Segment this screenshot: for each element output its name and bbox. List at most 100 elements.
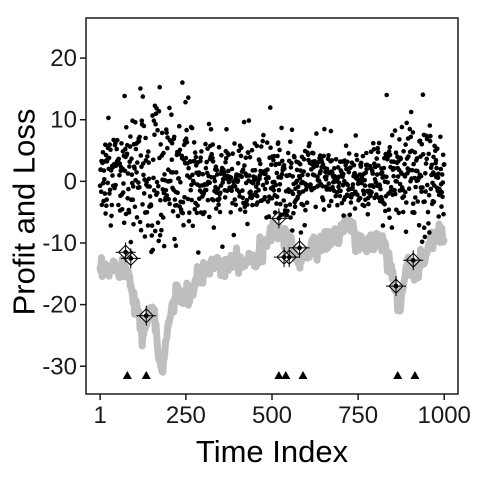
exceedance-point xyxy=(289,237,310,258)
pnl-point xyxy=(292,154,297,160)
pnl-point xyxy=(156,183,161,189)
pnl-point xyxy=(212,178,218,184)
pnl-point xyxy=(142,234,148,239)
pnl-point xyxy=(281,198,287,203)
pnl-point xyxy=(242,163,247,168)
pnl-point xyxy=(105,180,110,186)
pnl-point xyxy=(268,145,273,150)
pnl-point xyxy=(414,156,420,161)
pnl-point xyxy=(423,171,428,176)
pnl-point xyxy=(217,196,222,201)
pnl-point xyxy=(117,161,123,166)
pnl-point xyxy=(244,202,250,207)
pnl-point xyxy=(171,134,177,140)
pnl-point xyxy=(440,194,445,200)
pnl-point xyxy=(441,211,446,217)
pnl-point xyxy=(354,157,360,163)
pnl-point xyxy=(375,145,381,151)
pnl-point xyxy=(393,191,398,197)
exceedance-triangles xyxy=(122,371,420,380)
exceedance-point xyxy=(403,250,424,271)
pnl-point xyxy=(393,150,399,155)
pnl-point xyxy=(421,225,427,230)
pnl-point xyxy=(158,142,163,147)
pnl-point xyxy=(275,153,280,159)
pnl-point xyxy=(326,181,332,186)
pnl-point xyxy=(368,193,373,199)
pnl-point xyxy=(170,170,176,175)
pnl-point xyxy=(127,164,132,169)
pnl-point xyxy=(138,86,143,91)
pnl-point xyxy=(126,186,131,192)
pnl-point xyxy=(206,121,212,127)
pnl-point xyxy=(290,174,296,179)
pnl-point xyxy=(273,182,279,188)
pnl-point xyxy=(169,112,174,117)
pnl-point xyxy=(288,165,294,170)
pnl-point xyxy=(426,151,432,157)
pnl-point xyxy=(120,190,126,195)
pnl-point xyxy=(266,214,272,219)
pnl-point xyxy=(289,127,295,133)
pnl-point xyxy=(109,213,114,219)
pnl-point xyxy=(401,149,406,154)
pnl-point xyxy=(384,174,389,180)
pnl-point xyxy=(431,154,436,160)
pnl-point xyxy=(407,126,413,132)
pnl-point xyxy=(285,208,290,214)
pnl-point xyxy=(108,147,113,152)
pnl-point xyxy=(358,160,364,166)
pnl-point xyxy=(133,146,139,152)
pnl-point xyxy=(425,209,431,215)
pnl-point xyxy=(207,214,212,220)
pnl-point xyxy=(335,202,340,208)
exceedance-point xyxy=(120,248,141,269)
pnl-point xyxy=(329,158,335,163)
pnl-point xyxy=(301,169,307,174)
pnl-point xyxy=(337,193,343,199)
pnl-point xyxy=(335,165,341,170)
pnl-point xyxy=(438,134,443,140)
pnl-point xyxy=(345,159,350,165)
pnl-point xyxy=(436,214,442,219)
pnl-point xyxy=(203,165,209,171)
pnl-point xyxy=(177,147,183,153)
pnl-point xyxy=(423,161,429,166)
exceedance-triangle xyxy=(410,371,420,380)
pnl-point xyxy=(134,215,140,220)
pnl-point xyxy=(211,197,216,203)
pnl-point xyxy=(362,177,368,183)
pnl-point xyxy=(248,189,253,194)
pnl-point xyxy=(218,190,223,196)
pnl-point xyxy=(125,171,131,176)
pnl-point xyxy=(403,189,408,195)
pnl-point xyxy=(274,201,279,206)
pnl-point xyxy=(252,167,258,173)
pnl-point xyxy=(376,163,381,168)
pnl-point xyxy=(392,128,398,133)
y-axis-title: Profit and Loss xyxy=(7,109,42,316)
pnl-point xyxy=(193,154,199,160)
pnl-point xyxy=(146,160,151,165)
pnl-point xyxy=(391,173,396,179)
pnl-point xyxy=(303,187,309,192)
pnl-point xyxy=(364,167,370,172)
pnl-point xyxy=(277,182,283,187)
pnl-point xyxy=(433,157,439,163)
pnl-point xyxy=(333,157,339,162)
pnl-point xyxy=(431,199,437,205)
pnl-point xyxy=(115,137,120,143)
pnl-point xyxy=(394,207,399,213)
pnl-point xyxy=(190,172,195,178)
pnl-point xyxy=(138,153,144,158)
pnl-point xyxy=(419,239,425,245)
pnl-point xyxy=(211,225,217,230)
exceedance-point xyxy=(136,305,157,326)
pnl-point xyxy=(330,184,335,190)
pnl-point xyxy=(232,184,238,189)
pnl-point xyxy=(290,191,296,197)
pnl-point xyxy=(203,141,208,147)
pnl-point xyxy=(362,183,368,188)
pnl-point xyxy=(371,140,376,146)
pnl-point xyxy=(191,180,197,186)
